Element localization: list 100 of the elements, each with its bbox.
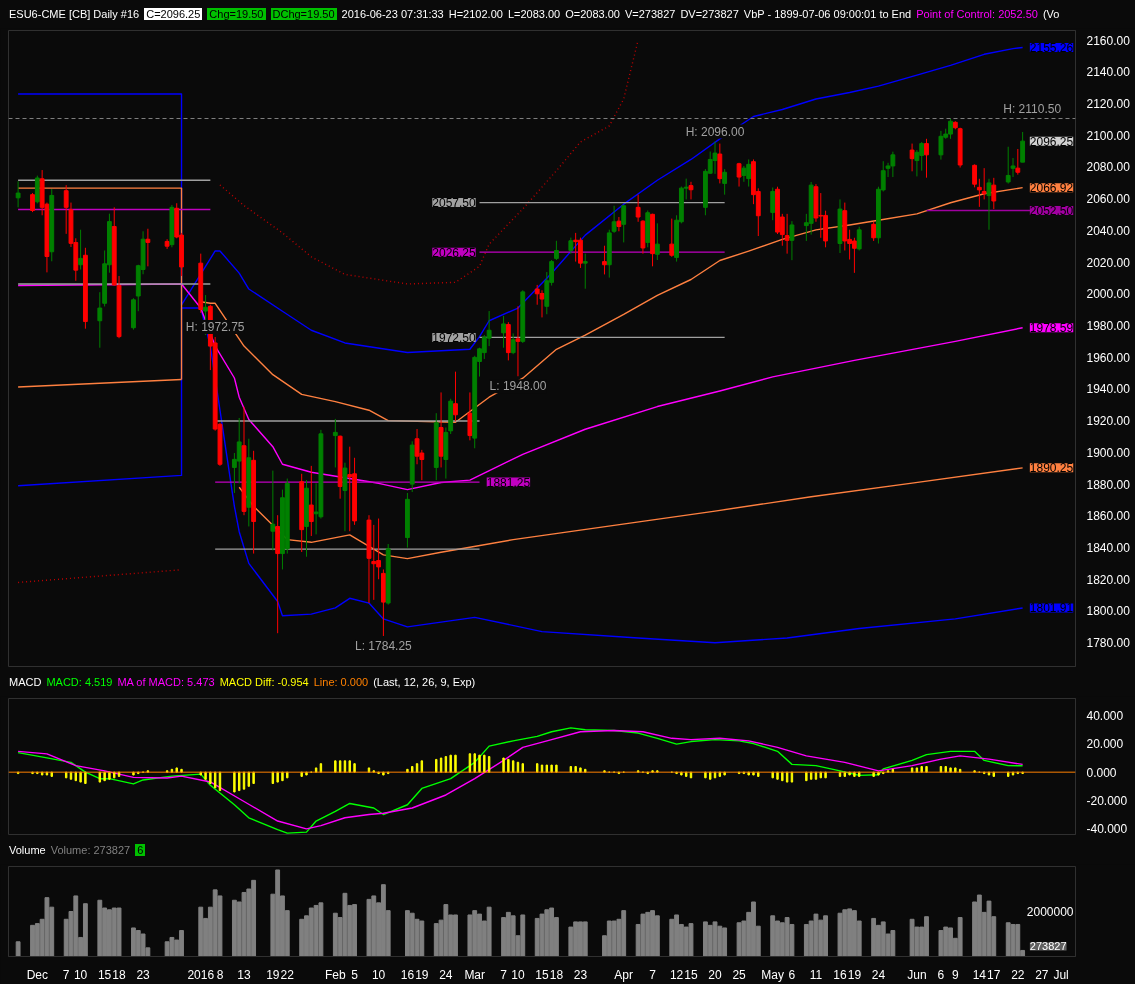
- y-tick-label: 20.000: [1086, 737, 1124, 752]
- x-tick-label: 7: [649, 967, 657, 982]
- text: MA of MACD: 5.473: [117, 676, 215, 688]
- annotation: 2066.92: [1029, 181, 1074, 196]
- y-tick-label: 1960.00: [1086, 350, 1131, 365]
- x-tick-label: 11: [809, 967, 823, 982]
- annotation: 1972.50: [432, 330, 476, 345]
- annotation: 2052.50: [1029, 204, 1074, 219]
- text: 2016-06-23 07:31:33: [341, 8, 444, 20]
- annotation: H: 2110.50: [1003, 101, 1062, 116]
- y-tick-label: 2040.00: [1086, 223, 1131, 238]
- x-tick-label: 18: [549, 967, 564, 982]
- x-tick-label: 19: [415, 967, 429, 982]
- annotation: 2155.26: [1029, 41, 1074, 56]
- y-tick-label: 40.000: [1086, 709, 1124, 723]
- text: O=2083.00: [565, 8, 620, 20]
- annotation: 1801.91: [1029, 601, 1074, 616]
- y-tick-label: 0.000: [1086, 765, 1117, 780]
- annotation: L: 1784.25: [355, 638, 413, 653]
- x-tick-label: 19: [847, 967, 862, 982]
- x-tick-label: 10: [73, 967, 88, 982]
- text: DV=273827: [680, 8, 739, 20]
- text: (Last, 12, 26, 9, Exp): [373, 676, 476, 688]
- x-tick-label: Jun: [907, 967, 927, 982]
- y-tick-label: 2140.00: [1086, 65, 1131, 80]
- annotation: 273827: [1029, 940, 1067, 953]
- x-tick-label: 25: [732, 967, 747, 982]
- annotation: 2000000: [1026, 905, 1074, 919]
- text: (Vo: [1042, 8, 1060, 20]
- x-tick-label: Mar: [464, 967, 486, 982]
- annotation: H: 1972.75: [185, 320, 245, 334]
- annotation: 2057.50: [432, 196, 476, 211]
- y-tick-label: 1880.00: [1086, 477, 1131, 492]
- x-tick-label: 7: [62, 967, 70, 982]
- x-tick-label: 18: [112, 967, 127, 982]
- text: MACD Diff: -0.954: [219, 676, 309, 688]
- x-tick-label: 10: [511, 967, 525, 982]
- y-tick-label: 1840.00: [1086, 541, 1131, 556]
- annotation: H: 2096.00: [685, 124, 745, 139]
- x-tick-label: 22: [280, 967, 295, 982]
- x-tick-label: 15: [684, 967, 698, 982]
- x-tick-label: 19: [266, 967, 280, 982]
- y-tick-label: 1920.00: [1086, 414, 1131, 429]
- y-tick-label: 1980.00: [1086, 319, 1131, 333]
- x-tick-label: 27: [1035, 967, 1049, 982]
- text: Point of Control: 2052.50: [916, 8, 1038, 20]
- y-tick-label: 1860.00: [1086, 509, 1131, 524]
- y-tick-label: 2000.00: [1086, 287, 1131, 302]
- y-tick-label: -20.000: [1086, 794, 1128, 808]
- x-tick-label: 14: [972, 967, 987, 982]
- text: V=273827: [624, 8, 676, 20]
- y-tick-label: 1820.00: [1086, 572, 1131, 587]
- x-tick-label: 20: [708, 967, 723, 982]
- y-tick-label: 2100.00: [1086, 128, 1131, 143]
- x-tick-label: 12: [669, 967, 684, 982]
- y-tick-label: 1800.00: [1086, 604, 1131, 619]
- x-tick-label: 16: [833, 967, 847, 982]
- x-tick-label: 6: [937, 967, 945, 982]
- x-tick-label: 24: [871, 967, 886, 982]
- x-tick-label: 10: [371, 967, 386, 982]
- ref-line-label: Line: 0.000: [313, 676, 369, 688]
- x-tick-label: 15: [535, 967, 549, 982]
- y-tick-label: 1900.00: [1086, 445, 1131, 460]
- x-tick-label: 22: [1011, 967, 1025, 982]
- chart-title: MACD: [9, 676, 42, 688]
- y-tick-label: 2080.00: [1086, 160, 1131, 175]
- text: VbP - 1899-07-06 09:00:01 to End: [743, 8, 912, 20]
- x-tick-label: 13: [237, 967, 252, 982]
- x-tick-label: Feb: [324, 967, 346, 982]
- y-tick-label: 1780.00: [1086, 636, 1131, 651]
- x-tick-label: 6: [788, 967, 796, 982]
- text: L=2083.00: [507, 8, 561, 20]
- x-tick-label: 7: [500, 967, 508, 982]
- x-tick-label: 5: [351, 967, 359, 982]
- y-tick-label: -40.000: [1086, 822, 1128, 837]
- annotation: 1890.25: [1029, 461, 1074, 476]
- x-tick-label: Apr: [614, 967, 634, 982]
- x-tick-label: 23: [136, 967, 151, 982]
- chart-title: Volume: [9, 844, 46, 856]
- x-tick-label: Jul: [1053, 967, 1069, 982]
- text: Volume: 273827: [50, 844, 131, 856]
- annotation: 1978.59: [1029, 321, 1074, 336]
- annotation: 1881.25: [486, 475, 531, 490]
- text: 6: [135, 844, 146, 856]
- text: DChg=19.50: [270, 8, 337, 20]
- y-tick-label: 2020.00: [1086, 255, 1131, 270]
- annotation: 2026.25: [432, 245, 476, 260]
- chart-title: ESU6-CME [CB] Daily #16: [9, 8, 140, 20]
- annotation: L: 1948.00: [489, 379, 547, 394]
- y-tick-label: 2120.00: [1086, 96, 1131, 111]
- text: Chg=19.50: [207, 8, 266, 20]
- x-tick-label: 24: [439, 967, 453, 982]
- text: H=2102.00: [448, 8, 503, 20]
- y-tick-label: 2160.00: [1086, 33, 1131, 48]
- x-tick-label: 23: [573, 967, 588, 982]
- x-tick-label: 17: [987, 967, 1001, 982]
- x-tick-label: 16: [400, 967, 415, 982]
- annotation: 2096.25: [1029, 134, 1074, 149]
- y-tick-label: 1940.00: [1086, 382, 1131, 397]
- x-tick-label: 8: [216, 967, 224, 982]
